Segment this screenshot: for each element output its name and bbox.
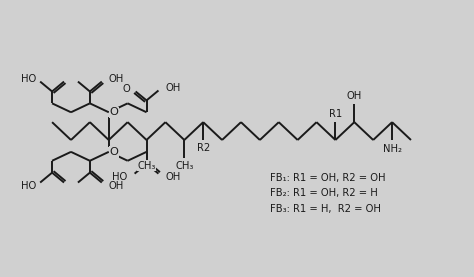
Text: OH: OH bbox=[165, 172, 181, 182]
Text: FB₃: R1 = H,  R2 = OH: FB₃: R1 = H, R2 = OH bbox=[270, 204, 381, 214]
Text: NH₂: NH₂ bbox=[383, 144, 401, 154]
Text: OH: OH bbox=[109, 181, 124, 191]
Text: O: O bbox=[123, 83, 131, 94]
Text: OH: OH bbox=[109, 74, 124, 84]
Text: HO: HO bbox=[21, 74, 36, 84]
Text: O: O bbox=[109, 107, 118, 117]
Text: HO: HO bbox=[21, 181, 36, 191]
Text: R1: R1 bbox=[329, 109, 342, 119]
Text: CH₃: CH₃ bbox=[175, 161, 193, 171]
Text: R2: R2 bbox=[197, 143, 210, 153]
Text: OH: OH bbox=[165, 83, 181, 93]
Text: CH₃: CH₃ bbox=[137, 161, 156, 171]
Text: FB₁: R1 = OH, R2 = OH: FB₁: R1 = OH, R2 = OH bbox=[270, 173, 385, 183]
Text: O: O bbox=[109, 147, 118, 157]
Text: OH: OH bbox=[346, 91, 362, 101]
Text: FB₂: R1 = OH, R2 = H: FB₂: R1 = OH, R2 = H bbox=[270, 188, 378, 198]
Text: HO: HO bbox=[112, 172, 128, 182]
